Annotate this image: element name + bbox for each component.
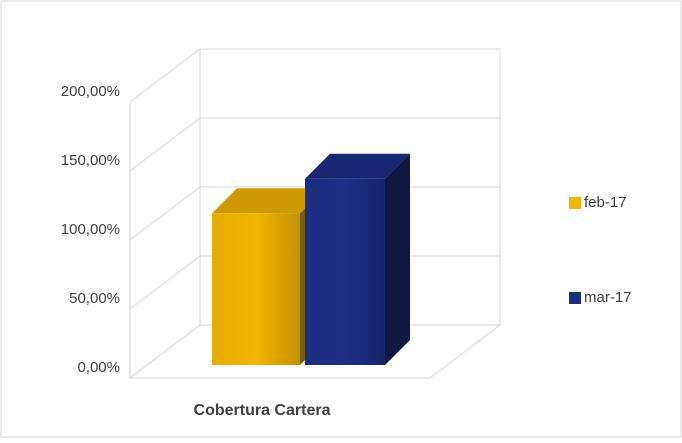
legend-swatch — [569, 292, 581, 304]
y-tick-label: 150,00% — [61, 152, 120, 169]
grid-line — [129, 117, 201, 172]
y-tick-label: 200,00% — [61, 83, 120, 100]
legend-label: feb-17 — [584, 194, 627, 211]
grid-line — [129, 324, 201, 379]
x-tick-label: Cobertura Cartera — [194, 402, 331, 419]
legend-label: mar-17 — [584, 289, 632, 306]
legend-swatch — [569, 197, 581, 209]
y-tick-label: 0,00% — [77, 359, 120, 376]
bar — [305, 178, 385, 365]
bar-side — [385, 153, 410, 365]
grid-line — [129, 186, 201, 241]
bar — [212, 213, 300, 365]
bar-top — [305, 153, 410, 179]
grid-line — [129, 48, 201, 103]
grid-line — [129, 255, 201, 310]
bar-top — [212, 188, 325, 214]
y-tick-label: 50,00% — [69, 290, 120, 307]
y-tick-label: 100,00% — [61, 221, 120, 238]
